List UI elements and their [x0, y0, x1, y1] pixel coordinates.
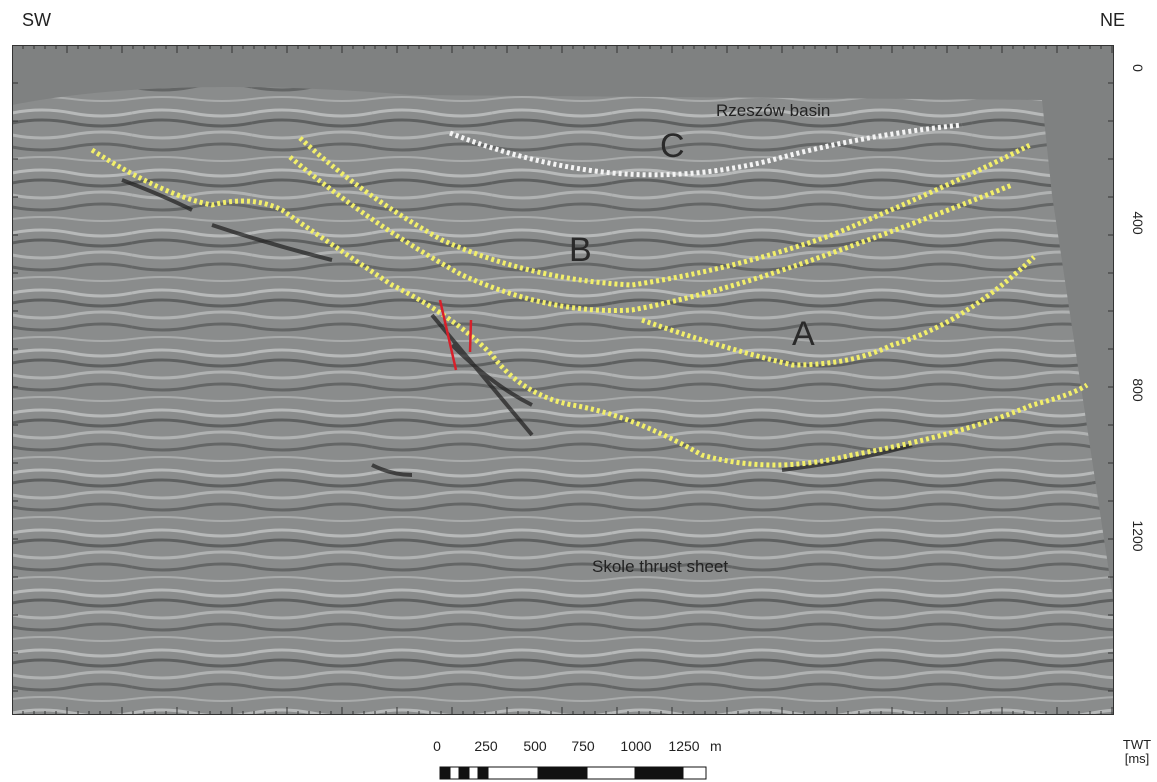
strong-reflectors [121, 178, 913, 477]
horizon-a-label: A [792, 315, 815, 353]
horizon-base-line [90, 147, 1089, 468]
scale-label-750: 750 [571, 738, 595, 754]
depth-tick-800: 800 [1130, 378, 1146, 402]
scale-bar: 0 250 500 750 1000 1250 m [433, 738, 722, 780]
faults [438, 299, 473, 371]
horizon-c-label: C [660, 127, 685, 165]
scale-bar-blocks [439, 766, 707, 780]
depth-tick-400: 400 [1130, 211, 1146, 235]
fault-2 [468, 319, 473, 353]
scale-label-1000: 1000 [620, 738, 651, 754]
scale-label-1250: 1250 [668, 738, 699, 754]
scale-label-500: 500 [523, 738, 547, 754]
depth-tick-1200: 1200 [1130, 520, 1146, 552]
horizon-b-lower [288, 155, 1013, 314]
scale-label-250: 250 [474, 738, 498, 754]
skole-thrust-label: Skole thrust sheet [592, 557, 728, 576]
twt-label: TWT [1122, 737, 1152, 752]
twt-unit-label: TWT [ms] [1118, 738, 1156, 766]
depth-tick-0: 0 [1130, 64, 1146, 72]
frame-ticks [12, 45, 1114, 715]
horizon-a-line [641, 255, 1036, 368]
fault-1 [438, 299, 458, 371]
scale-unit: m [710, 738, 722, 754]
ne-direction-label: NE [1100, 10, 1126, 30]
horizon-c-line [449, 122, 963, 178]
seismic-section: Rzeszów basin Skole thrust sheet C B A [12, 45, 1114, 715]
sw-direction-label: SW [22, 10, 51, 30]
horizon-b-label: B [569, 231, 592, 269]
section-frame [12, 45, 1114, 715]
ms-label: [ms] [1124, 751, 1150, 766]
scale-label-0: 0 [433, 738, 441, 754]
rzeszow-basin-label: Rzeszów basin [716, 101, 830, 120]
horizons [90, 122, 1089, 468]
